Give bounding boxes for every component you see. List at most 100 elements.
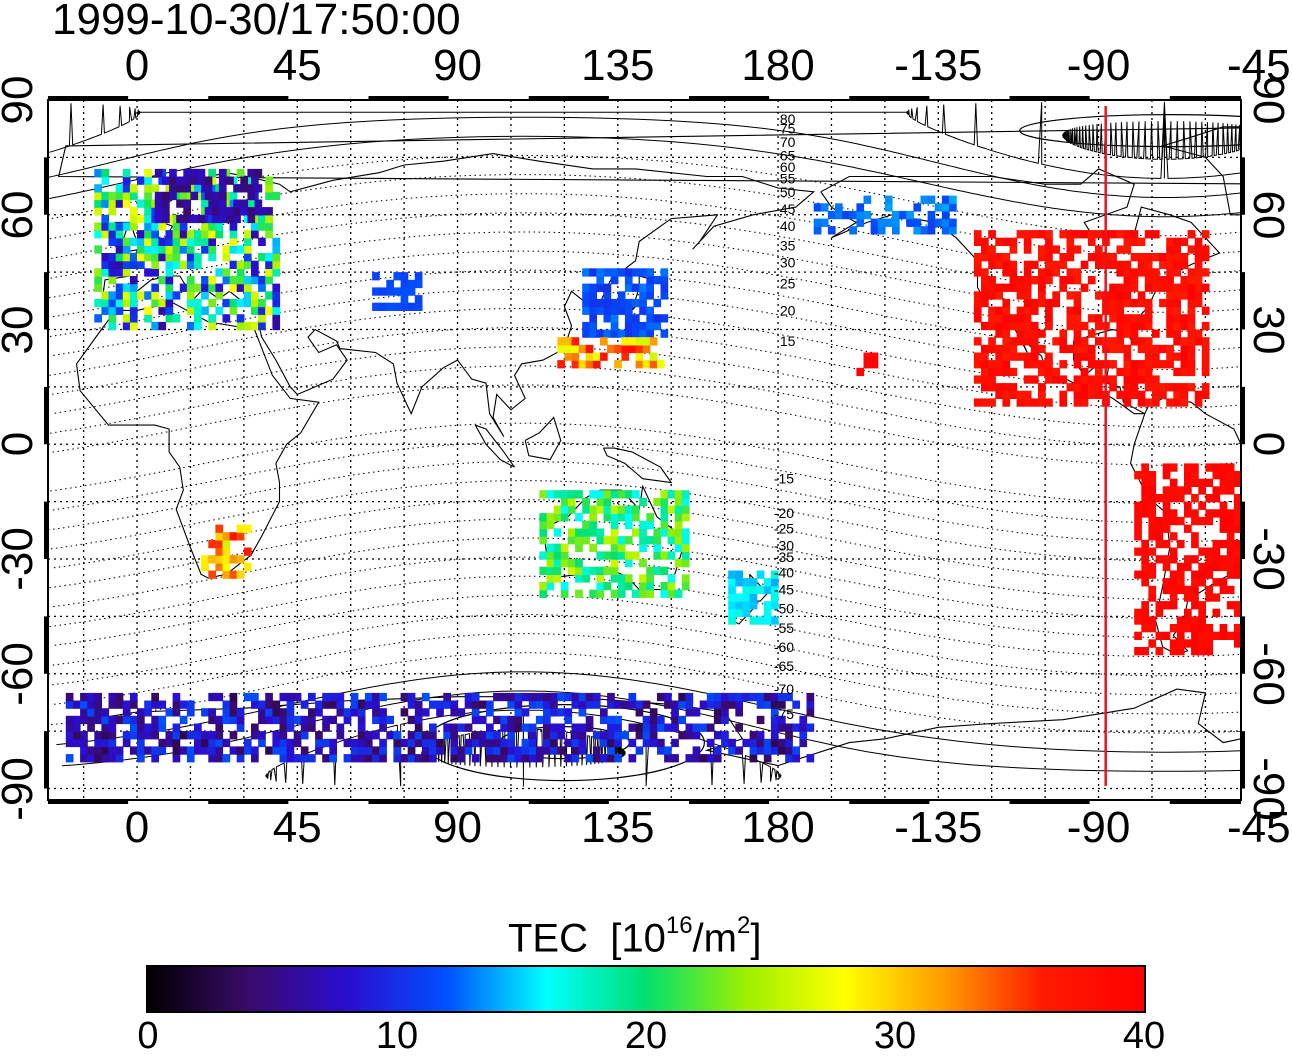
tec-cell [1023,283,1032,292]
tec-cell [1226,631,1235,640]
tec-cell [1152,230,1160,239]
tec-cell [575,490,583,499]
magnetic-latitude-label: -65 [774,658,794,674]
tec-cell [649,738,658,748]
tec-cell [660,276,669,285]
tec-cell [414,738,423,748]
tec-cell [286,708,295,717]
tec-cell [995,329,1003,338]
tec-cell [215,268,224,277]
tec-cell [265,715,273,725]
tec-cell [1173,283,1181,292]
tec-cell [154,214,163,224]
tec-cell [172,230,181,239]
tec-cell [1148,624,1157,633]
tec-cell [507,715,516,725]
tec-cell [635,344,644,354]
tec-cell [1023,298,1032,308]
tec-cell [1123,314,1132,323]
tec-cell [778,700,786,709]
tec-cell [995,237,1003,246]
tec-cell [1212,463,1221,472]
tec-cell [183,176,191,185]
top-lon-tick: 0 [124,41,150,90]
tec-cell [1123,383,1132,392]
tec-cell [546,551,555,560]
tec-cell [528,754,537,763]
tec-cell [265,260,273,269]
tec-cell [1016,230,1025,239]
tec-cell [1134,501,1142,510]
tec-cell [639,497,647,507]
edge-bar [528,96,609,100]
tec-cell [165,237,174,246]
tec-cell [1109,337,1117,346]
tec-cell [194,314,202,323]
tec-cell [507,746,516,755]
tec-cell [528,746,537,755]
magnetic-latitude-label: 20 [780,302,796,318]
tec-cell [610,321,619,331]
tec-cell [770,723,779,732]
tec-cell [122,222,131,231]
tec-cell [1205,647,1214,656]
tec-cell [169,176,177,185]
tec-cell [1045,245,1053,254]
tec-cell [429,723,437,732]
tec-cell [667,528,676,537]
tec-cell [1180,383,1189,392]
tec-cell [272,321,281,331]
tec-cell [685,692,694,702]
tec-cell [1194,298,1203,308]
tec-cell [1148,524,1157,533]
tec-cell [1016,283,1025,292]
tec-cell [589,298,597,308]
tec-cell [792,723,800,732]
tec-cell [144,199,152,208]
tec-cell [165,738,174,748]
tec-cell [500,746,508,755]
tec-cell [906,218,914,227]
tec-cell [863,210,872,220]
tec-cell [1038,291,1046,300]
tec-cell [1109,230,1117,239]
tec-cell [1152,383,1160,392]
tec-cell [1045,321,1053,331]
tec-cell [1194,245,1203,254]
tec-cell [692,754,701,763]
tec-cell [988,337,996,346]
tec-cell [240,199,248,208]
tec-cell [1166,253,1174,262]
tec-cell [578,708,587,717]
tec-cell [144,314,152,323]
tec-cell [1173,253,1181,262]
tec-cell [1066,314,1075,323]
tec-cell [1002,253,1011,262]
tec-cell [500,715,508,725]
tec-cell [201,738,209,748]
tec-cell [1187,367,1196,377]
magnetic-latitude-label: 65 [780,147,796,163]
tec-cell [582,329,590,338]
tec-cell [756,585,765,595]
tec-cell [1176,562,1185,572]
tec-cell [236,570,245,579]
tec-cell [1180,260,1189,269]
tec-cell [229,692,238,702]
tec-cell [379,738,387,748]
tec-cell [108,230,117,239]
tec-cell [610,520,619,530]
tec-cell [1095,260,1103,269]
tec-cell [1073,314,1082,323]
tec-cell [194,237,202,246]
tec-cell [251,692,259,702]
tec-cell [379,723,387,732]
edge-bar [44,386,48,445]
tec-cell [981,237,989,246]
tec-cell [1052,337,1060,346]
tec-cell [179,283,188,292]
tec-cell [407,715,416,725]
tec-cell [322,692,330,702]
tec-cell [1270,616,1278,624]
tec-cell [560,589,569,598]
